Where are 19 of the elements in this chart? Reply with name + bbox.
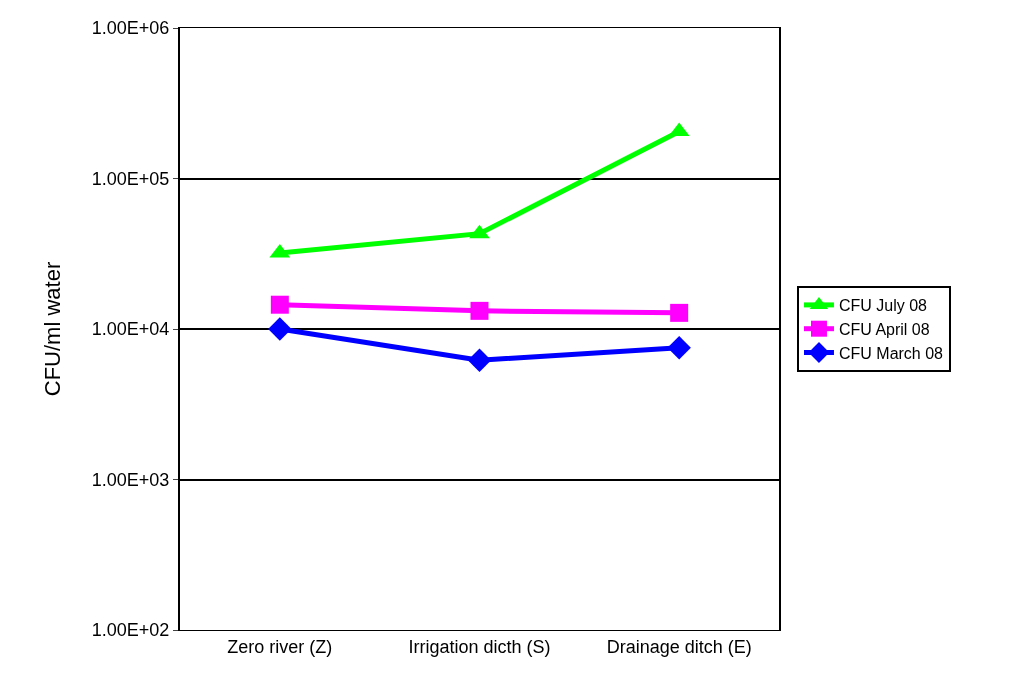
point [469,224,490,239]
legend-label: CFU April 08 [838,320,930,338]
point [670,303,689,322]
x-tick-label: Drainage ditch (E) [606,636,752,657]
point [268,317,292,341]
point [470,301,489,320]
y-tick-label: 1.00E+05 [91,168,170,189]
y-tick-label: 1.00E+02 [91,620,170,641]
y-axis-title: CFU/ml water [40,261,66,397]
y-tick-label: 1.00E+06 [91,18,170,39]
y-tick-label: 1.00E+03 [91,469,170,490]
y-tick-label: 1.00E+04 [91,319,170,340]
x-tick-label: Irrigation dicth (S) [408,636,551,657]
point [270,295,289,314]
x-tick-label: Zero river (Z) [227,636,333,657]
legend-label: CFU March 08 [838,344,944,362]
point [467,348,492,372]
legend-label: CFU July 08 [838,297,928,315]
point [667,336,691,360]
